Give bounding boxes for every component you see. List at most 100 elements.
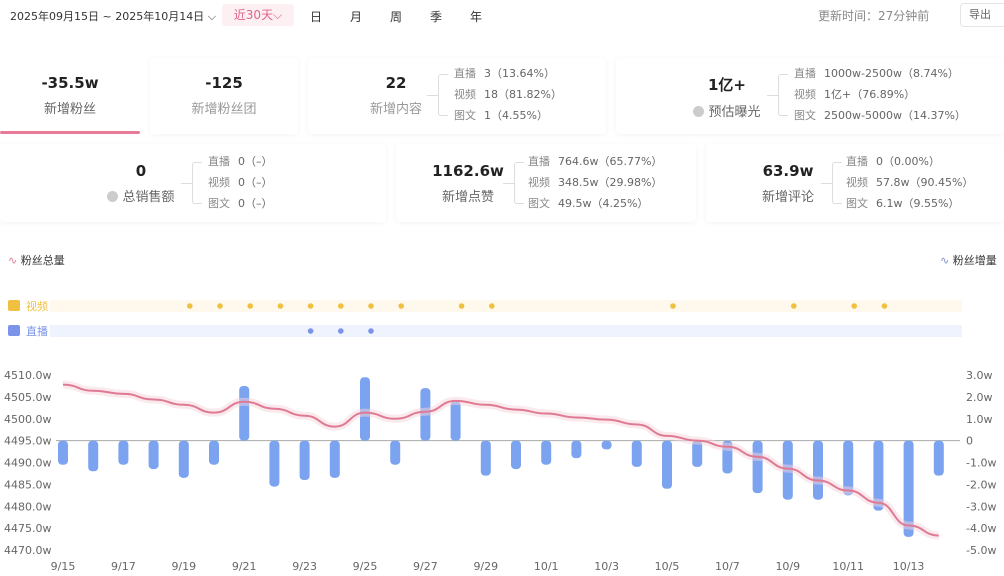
breakdown-list: 直播 0（–） 视频 0（–） 图文 0（–） [208, 155, 273, 210]
bar-10/12 [873, 440, 884, 511]
bar-10/14 [933, 440, 944, 476]
track-marker [247, 303, 253, 309]
track-label: 直播 [26, 324, 48, 338]
x-tick: 9/21 [232, 560, 257, 573]
metric-value: 1162.6w [432, 162, 504, 180]
legend-fan-increment[interactable]: ∿ 粉丝增量 [940, 254, 997, 267]
metric-label: 总销售额 [96, 186, 186, 205]
help-icon[interactable] [107, 191, 119, 202]
track-marker [277, 303, 284, 309]
metric-value: 0 [135, 162, 147, 180]
x-tick: 9/17 [111, 560, 136, 573]
bar-10/4 [631, 440, 642, 467]
metric-card-new-comments[interactable]: 63.9w 新增评论 直播 0（0.00%） 视频 57.8w（90.45%） 图文 6… [706, 144, 1004, 222]
x-tick: 9/25 [353, 560, 378, 573]
track-marker [368, 303, 374, 309]
bar-9/28 [450, 401, 461, 441]
bar-9/26 [390, 440, 401, 465]
metric-value: 1亿+ [707, 76, 746, 94]
y-left-tick: 4470.0w [4, 544, 52, 557]
bar-10/10 [813, 440, 823, 500]
breakdown-post: 图文 1（4.55%） [454, 109, 548, 122]
bar-9/22 [269, 440, 280, 487]
y-left-tick: 4510.0w [4, 369, 52, 382]
metric-value: 22 [385, 74, 407, 92]
chevron-down-icon: ⌵ [207, 10, 217, 23]
metric-label: 新增内容 [369, 102, 422, 117]
bar-9/29 [480, 440, 491, 476]
track-marker [489, 303, 495, 309]
track-marker [217, 303, 223, 309]
x-tick: 10/5 [655, 560, 680, 573]
breakdown-video: 视频 18（81.82%） [454, 88, 562, 101]
bracket [503, 162, 524, 204]
bar-9/18 [148, 440, 159, 470]
metric-value: -125 [205, 74, 243, 92]
breakdown-list: 直播 3（13.64%） 视频 18（81.82%） 图文 1（4.55%） [454, 63, 562, 126]
y-left-tick: 4475.0w [4, 522, 52, 535]
y-right-tick: -5.0w [966, 544, 996, 557]
granularity-month[interactable]: 月 [350, 10, 363, 24]
metric-card-exposure[interactable]: 1亿+ 预估曝光 直播 1000w-2500w（8.74%） 视频 1亿+（76.89… [616, 58, 1004, 134]
track-marker [307, 328, 314, 334]
bar-9/16 [88, 440, 99, 472]
bar-10/11 [843, 440, 854, 496]
help-icon[interactable] [693, 106, 705, 117]
bracket [427, 74, 448, 116]
bar-10/2 [571, 440, 582, 459]
track-marker [881, 303, 888, 309]
date-range-picker[interactable]: 2025年09月15日 ~ 2025年10月14日 ⌵ [10, 10, 217, 23]
bar-10/6 [692, 440, 703, 467]
export-button[interactable]: 导出 [960, 3, 1004, 27]
track-marker [338, 328, 344, 334]
track-marker [398, 303, 405, 309]
legend-total-fans[interactable]: ∿ 粉丝总量 [8, 254, 65, 267]
granularity-year[interactable]: 年 [470, 10, 483, 24]
metric-card-new-likes[interactable]: 1162.6w 新增点赞 直播 764.6w（65.77%） 视频 348.5w（29… [396, 144, 696, 222]
metric-card-new-fan-club[interactable]: -125 新增粉丝团 [150, 58, 298, 134]
bar-9/24 [329, 440, 340, 478]
bar-9/30 [511, 440, 521, 470]
bar-9/15 [58, 440, 68, 465]
x-tick: 9/27 [413, 560, 438, 573]
y-left-tick: 4495.0w [4, 435, 52, 448]
y-right-tick: 3.0w [966, 369, 993, 382]
track-marker [851, 303, 857, 309]
total-fans-line [62, 383, 939, 537]
metric-card-new-fans[interactable]: -35.5w 新增粉丝 [0, 58, 140, 134]
granularity-quarter[interactable]: 季 [430, 10, 443, 24]
breakdown-list: 直播 0（0.00%） 视频 57.8w（90.45%） 图文 6.1w（9.55%） [846, 155, 974, 210]
granularity-week[interactable]: 周 [390, 10, 403, 24]
metric-card-total-sales[interactable]: 0 总销售额 直播 0（–） 视频 0（–） 图文 0（–） [0, 144, 386, 222]
live-icon [8, 325, 20, 336]
wave-icon: ∿ [8, 254, 18, 267]
x-tick: 9/23 [292, 560, 317, 573]
x-tick: 10/3 [594, 560, 619, 573]
metric-card-new-content[interactable]: 22 新增内容 直播 3（13.64%） 视频 18（81.82%） 图文 1（4.55… [308, 58, 606, 134]
bar-9/17 [118, 440, 129, 465]
track-marker [458, 303, 465, 309]
y-right-tick: 0 [966, 435, 973, 448]
bar-9/19 [178, 440, 189, 478]
bar-10/1 [541, 440, 552, 465]
track-marker [187, 303, 193, 309]
granularity-day[interactable]: 日 [310, 10, 323, 24]
video-icon [8, 300, 20, 311]
breakdown-list: 直播 1000w-2500w（8.74%） 视频 1亿+（76.89%） 图文 250… [794, 67, 966, 122]
metric-value: -35.5w [41, 74, 99, 92]
x-tick: 10/1 [534, 560, 559, 573]
y-left-tick: 4485.0w [4, 478, 52, 491]
bar-10/5 [662, 440, 672, 489]
track-marker [307, 303, 314, 309]
preset-range-dropdown[interactable]: 近30天⌵ [222, 4, 294, 26]
y-right-tick: -2.0w [966, 478, 996, 491]
chevron-down-icon: ⌵ [273, 8, 283, 22]
track-marker [791, 303, 797, 309]
y-right-tick: -4.0w [966, 522, 996, 535]
x-tick: 10/9 [775, 560, 800, 573]
y-left-tick: 4490.0w [4, 457, 52, 470]
update-time: 更新时间：27分钟前 [818, 9, 930, 23]
bar-9/23 [299, 440, 310, 480]
track-band [50, 325, 962, 337]
bar-10/8 [752, 440, 763, 494]
